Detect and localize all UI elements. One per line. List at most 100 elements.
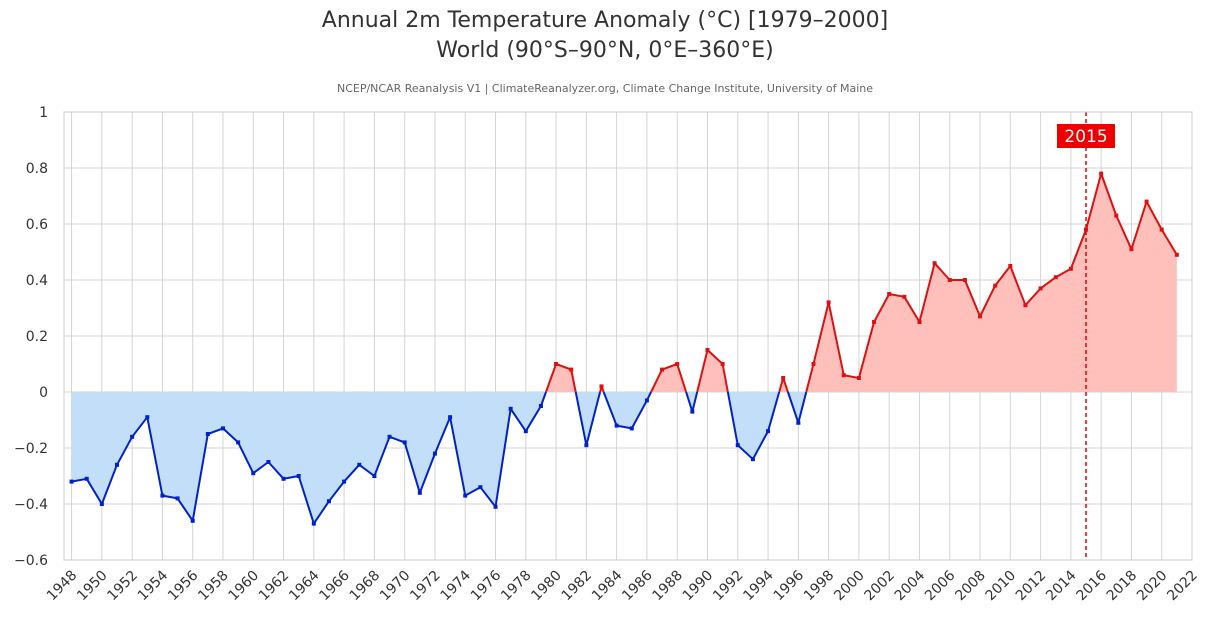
x-tick-label: 2004 bbox=[892, 567, 929, 604]
data-point bbox=[917, 320, 922, 324]
data-point bbox=[750, 457, 755, 462]
data-point bbox=[993, 283, 998, 288]
x-tick-label: 1988 bbox=[650, 568, 687, 605]
x-tick-label: 1956 bbox=[165, 567, 202, 604]
x-tick-label: 2008 bbox=[952, 568, 989, 605]
data-point bbox=[978, 314, 983, 319]
x-tick-label: 1982 bbox=[559, 568, 596, 605]
data-point bbox=[84, 476, 89, 481]
data-point bbox=[1174, 252, 1179, 257]
data-point bbox=[1144, 199, 1149, 204]
data-point bbox=[357, 462, 362, 467]
x-tick-label: 2016 bbox=[1073, 567, 1110, 604]
data-point bbox=[887, 292, 892, 296]
data-point bbox=[811, 362, 816, 366]
data-point bbox=[675, 362, 680, 366]
data-point bbox=[1084, 227, 1089, 232]
positive-anomaly-line bbox=[696, 349, 729, 393]
negative-anomaly-area bbox=[787, 392, 807, 423]
data-point bbox=[372, 474, 377, 478]
data-point bbox=[281, 476, 286, 481]
data-point bbox=[493, 504, 498, 509]
negative-anomaly-area bbox=[71, 392, 546, 524]
data-point bbox=[932, 261, 937, 266]
data-point bbox=[160, 493, 165, 498]
chart-subtitle: NCEP/NCAR Reanalysis V1 | ClimateReanaly… bbox=[336, 82, 874, 95]
anomaly-points bbox=[69, 171, 1179, 526]
y-tick-label: −0.2 bbox=[14, 441, 48, 457]
data-point bbox=[190, 518, 195, 523]
marker-label-box bbox=[1057, 124, 1116, 148]
x-tick-label: 1952 bbox=[104, 568, 141, 605]
year-marker[interactable]: 2015 bbox=[1057, 112, 1116, 560]
data-point bbox=[1114, 213, 1119, 218]
positive-anomaly-area bbox=[697, 350, 728, 392]
x-tick-label: 1996 bbox=[771, 567, 808, 604]
data-point bbox=[614, 423, 619, 428]
x-axis-ticks: 1948195019521954195619581960196219641966… bbox=[44, 567, 1201, 604]
data-point bbox=[947, 278, 952, 282]
data-point bbox=[130, 434, 135, 439]
data-point bbox=[872, 320, 877, 324]
x-tick-label: 1954 bbox=[135, 567, 172, 604]
y-tick-label: −0.6 bbox=[14, 553, 48, 569]
data-point bbox=[841, 373, 846, 378]
negative-anomaly-area bbox=[686, 392, 698, 412]
x-tick-label: 1958 bbox=[195, 568, 232, 605]
x-tick-label: 1964 bbox=[286, 567, 323, 604]
x-tick-label: 2002 bbox=[861, 568, 898, 605]
data-point bbox=[478, 485, 483, 490]
data-point bbox=[796, 420, 801, 425]
x-tick-label: 1948 bbox=[44, 568, 81, 605]
data-point bbox=[856, 376, 861, 380]
chart-title: Annual 2m Temperature Anomaly (°C) [1979… bbox=[321, 8, 889, 33]
x-tick-label: 1968 bbox=[347, 568, 384, 605]
data-point bbox=[1038, 286, 1043, 291]
data-point bbox=[599, 384, 604, 389]
data-point bbox=[1068, 266, 1073, 271]
data-point bbox=[417, 490, 422, 495]
data-point bbox=[205, 432, 210, 436]
x-tick-label: 2020 bbox=[1134, 568, 1171, 605]
data-point bbox=[962, 278, 967, 282]
x-tick-label: 2000 bbox=[831, 568, 868, 605]
data-point bbox=[387, 434, 392, 439]
x-tick-label: 2010 bbox=[983, 568, 1020, 605]
x-tick-label: 2018 bbox=[1104, 568, 1141, 605]
negative-anomaly-area bbox=[727, 392, 780, 460]
positive-anomaly-area bbox=[545, 364, 576, 392]
data-point bbox=[735, 443, 740, 448]
data-point bbox=[266, 460, 271, 464]
data-point bbox=[660, 367, 665, 372]
data-point bbox=[1023, 303, 1028, 308]
y-tick-label: 0.2 bbox=[26, 329, 48, 345]
x-tick-label: 1998 bbox=[801, 568, 838, 605]
x-tick-label: 1972 bbox=[407, 568, 444, 605]
data-point bbox=[220, 426, 225, 431]
data-point bbox=[311, 521, 316, 526]
data-point bbox=[448, 415, 453, 420]
x-tick-label: 1980 bbox=[528, 568, 565, 605]
data-point bbox=[629, 426, 634, 431]
y-tick-label: 0.8 bbox=[26, 161, 48, 177]
negative-anomaly-area bbox=[575, 392, 601, 446]
chart-region-title: World (90°S–90°N, 0°E–360°E) bbox=[436, 38, 774, 63]
x-tick-label: 1974 bbox=[438, 567, 475, 604]
positive-anomaly-line bbox=[805, 172, 1178, 393]
positive-anomaly-line bbox=[650, 363, 688, 393]
data-point bbox=[644, 398, 649, 403]
data-point bbox=[1159, 227, 1164, 232]
marker-label: 2015 bbox=[1064, 127, 1107, 147]
y-tick-label: 0.4 bbox=[26, 273, 48, 289]
x-tick-label: 2012 bbox=[1013, 568, 1050, 605]
positive-anomaly-area bbox=[806, 173, 1177, 392]
data-point bbox=[114, 462, 119, 467]
x-tick-label: 1992 bbox=[710, 568, 747, 605]
positive-anomaly-area bbox=[651, 364, 687, 392]
data-point bbox=[766, 429, 771, 434]
x-tick-label: 1990 bbox=[680, 568, 717, 605]
data-point bbox=[236, 440, 241, 445]
plot-border bbox=[63, 111, 1193, 561]
negative-anomaly-area bbox=[603, 392, 652, 429]
